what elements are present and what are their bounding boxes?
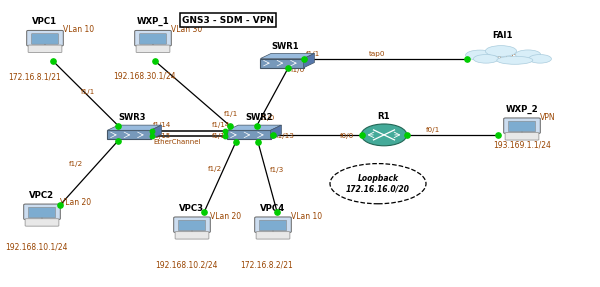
- Text: 192.168.10.1/24: 192.168.10.1/24: [5, 242, 67, 251]
- Polygon shape: [271, 125, 281, 139]
- FancyBboxPatch shape: [136, 45, 170, 53]
- Text: SWR1: SWR1: [271, 42, 299, 51]
- Polygon shape: [260, 53, 314, 59]
- Text: f1/15: f1/15: [212, 133, 230, 139]
- Text: VPC1: VPC1: [32, 18, 58, 26]
- FancyBboxPatch shape: [135, 30, 172, 46]
- Text: VLan 10: VLan 10: [63, 25, 94, 34]
- Text: SWR3: SWR3: [118, 113, 146, 122]
- FancyBboxPatch shape: [179, 220, 205, 231]
- Text: f1/1: f1/1: [306, 51, 320, 57]
- Text: VPC3: VPC3: [179, 204, 205, 213]
- Text: 172.16.8.2/21: 172.16.8.2/21: [241, 261, 293, 270]
- Text: VLan 30: VLan 30: [171, 25, 202, 34]
- FancyBboxPatch shape: [174, 217, 210, 232]
- FancyBboxPatch shape: [227, 130, 271, 139]
- Text: f1/2: f1/2: [208, 166, 222, 172]
- FancyBboxPatch shape: [260, 220, 286, 231]
- Text: 192.168.10.2/24: 192.168.10.2/24: [155, 261, 217, 270]
- Text: f1/1: f1/1: [224, 110, 238, 117]
- Text: GNS3 - SDM - VPN: GNS3 - SDM - VPN: [182, 15, 274, 25]
- Ellipse shape: [529, 55, 551, 63]
- Text: WXP_2: WXP_2: [506, 105, 538, 114]
- FancyBboxPatch shape: [28, 45, 62, 53]
- FancyBboxPatch shape: [256, 232, 290, 239]
- Text: f1/15: f1/15: [153, 133, 171, 139]
- Text: f0/1: f0/1: [426, 127, 440, 133]
- Text: f1/2: f1/2: [69, 161, 83, 167]
- FancyBboxPatch shape: [505, 133, 539, 140]
- Polygon shape: [151, 125, 161, 139]
- FancyBboxPatch shape: [260, 59, 304, 68]
- Text: VPN: VPN: [540, 113, 556, 122]
- Text: EtherChannel: EtherChannel: [153, 139, 201, 145]
- Circle shape: [361, 124, 407, 146]
- Ellipse shape: [497, 56, 533, 64]
- Polygon shape: [227, 125, 281, 130]
- FancyBboxPatch shape: [29, 207, 55, 218]
- FancyBboxPatch shape: [175, 232, 209, 239]
- Ellipse shape: [466, 50, 494, 60]
- Text: VLan 20: VLan 20: [60, 198, 91, 207]
- Polygon shape: [304, 53, 314, 68]
- Text: WXP_1: WXP_1: [137, 17, 169, 26]
- Text: 192.168.30.1/24: 192.168.30.1/24: [113, 72, 175, 81]
- Text: SWR2: SWR2: [245, 113, 273, 122]
- Text: 192.168.137.1/24: 192.168.137.1/24: [471, 54, 537, 60]
- Text: f1/0: f1/0: [260, 115, 275, 121]
- Text: 172.16.8.1/21: 172.16.8.1/21: [8, 73, 61, 82]
- FancyBboxPatch shape: [504, 118, 541, 133]
- Text: f1/13: f1/13: [275, 133, 294, 139]
- Ellipse shape: [473, 55, 499, 63]
- FancyBboxPatch shape: [27, 30, 64, 46]
- Text: VPC2: VPC2: [29, 191, 55, 200]
- Polygon shape: [107, 125, 161, 130]
- Text: f0/0: f0/0: [340, 133, 354, 139]
- Text: f1/0: f1/0: [291, 67, 305, 73]
- FancyBboxPatch shape: [24, 204, 61, 220]
- Text: 193.169.1.1/24: 193.169.1.1/24: [493, 141, 551, 150]
- FancyBboxPatch shape: [25, 219, 59, 226]
- Text: FAI1: FAI1: [493, 31, 513, 40]
- FancyBboxPatch shape: [254, 217, 292, 232]
- Text: R1: R1: [377, 112, 391, 121]
- Text: VPC4: VPC4: [260, 204, 286, 213]
- FancyBboxPatch shape: [32, 34, 58, 44]
- Text: f1/14: f1/14: [212, 122, 230, 128]
- FancyBboxPatch shape: [140, 34, 166, 44]
- Text: tap0: tap0: [368, 51, 385, 57]
- Ellipse shape: [330, 164, 426, 204]
- Text: VLan 20: VLan 20: [210, 212, 241, 221]
- Text: f1/3: f1/3: [270, 167, 284, 173]
- Ellipse shape: [485, 46, 517, 57]
- Ellipse shape: [515, 50, 541, 59]
- Text: VLan 10: VLan 10: [291, 212, 322, 221]
- FancyBboxPatch shape: [509, 121, 535, 132]
- FancyBboxPatch shape: [107, 130, 151, 139]
- Text: f1/14: f1/14: [153, 122, 171, 128]
- Text: f1/1: f1/1: [81, 89, 95, 95]
- Text: Loopback
172.16.16.0/20: Loopback 172.16.16.0/20: [346, 174, 410, 193]
